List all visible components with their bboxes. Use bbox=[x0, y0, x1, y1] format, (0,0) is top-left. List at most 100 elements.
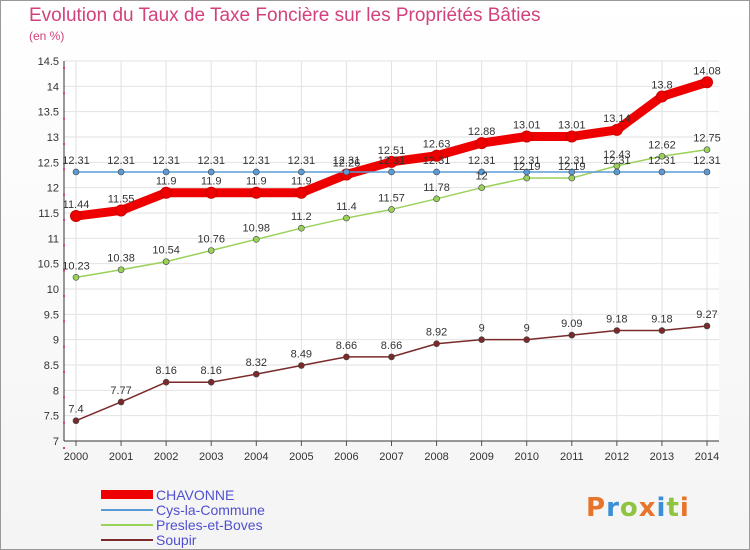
data-label: 12.62 bbox=[648, 139, 676, 151]
data-point bbox=[433, 168, 440, 176]
data-label: 9.18 bbox=[651, 314, 672, 326]
data-label: 13.14 bbox=[603, 113, 631, 125]
legend-swatch bbox=[101, 538, 153, 541]
data-point bbox=[568, 174, 576, 182]
data-point bbox=[117, 168, 125, 176]
data-point bbox=[568, 331, 576, 339]
data-label: 9.09 bbox=[561, 318, 582, 330]
data-label: 11.78 bbox=[423, 182, 450, 194]
data-label: 12.31 bbox=[603, 155, 631, 167]
data-label: 12.31 bbox=[648, 155, 676, 167]
data-point bbox=[613, 168, 621, 176]
data-label: 12.88 bbox=[468, 126, 496, 138]
logo-letter: t bbox=[666, 493, 680, 523]
data-point bbox=[252, 370, 260, 378]
x-tick-label: 2011 bbox=[560, 451, 584, 463]
data-label: 12.31 bbox=[693, 155, 721, 167]
data-label: 9.27 bbox=[696, 309, 717, 321]
legend-swatch bbox=[101, 523, 153, 526]
data-label: 12.31 bbox=[378, 155, 406, 167]
data-point bbox=[72, 274, 80, 281]
data-point bbox=[433, 340, 440, 348]
legend-item: Presles-et-Boves bbox=[101, 516, 265, 533]
legend-label: Cys-la-Commune bbox=[156, 501, 265, 518]
data-label: 12.31 bbox=[197, 155, 225, 167]
data-point bbox=[475, 137, 488, 150]
data-label: 9 bbox=[479, 323, 485, 335]
data-point bbox=[343, 353, 350, 361]
data-point bbox=[658, 327, 666, 334]
y-tick-label: 13 bbox=[47, 132, 59, 144]
data-point bbox=[385, 155, 398, 168]
x-tick-label: 2006 bbox=[334, 451, 358, 463]
data-label: 11.9 bbox=[156, 176, 177, 188]
y-tick-label: 8.5 bbox=[44, 360, 59, 372]
x-tick-label: 2014 bbox=[695, 451, 719, 463]
x-tick-label: 2001 bbox=[109, 451, 133, 463]
legend-swatch bbox=[101, 490, 153, 499]
x-tick-label: 2012 bbox=[605, 451, 629, 463]
x-tick-label: 2000 bbox=[64, 451, 88, 463]
data-point bbox=[72, 417, 80, 425]
data-label: 12.75 bbox=[693, 133, 721, 145]
data-label: 11.57 bbox=[378, 192, 405, 204]
data-label: 12.31 bbox=[152, 155, 180, 167]
data-point bbox=[295, 186, 308, 199]
data-label: 12.43 bbox=[603, 149, 631, 161]
data-label: 13.8 bbox=[651, 79, 672, 91]
data-point bbox=[205, 186, 218, 199]
data-point bbox=[433, 195, 440, 203]
data-point bbox=[478, 336, 485, 343]
data-label: 12.19 bbox=[513, 161, 541, 173]
data-label: 9 bbox=[524, 323, 530, 335]
data-label: 7.4 bbox=[68, 404, 83, 416]
data-point bbox=[520, 130, 533, 143]
y-tick-label: 7.5 bbox=[44, 411, 59, 423]
data-label: 12.31 bbox=[423, 155, 451, 167]
data-label: 8.16 bbox=[155, 365, 176, 377]
logo-letter: i bbox=[656, 493, 667, 523]
data-label: 8.66 bbox=[381, 340, 402, 352]
data-label: 7.77 bbox=[110, 385, 131, 397]
data-point bbox=[658, 168, 666, 176]
data-point bbox=[298, 168, 305, 176]
data-label: 11.44 bbox=[63, 199, 90, 211]
x-tick-label: 2004 bbox=[244, 451, 268, 463]
y-tick-label: 9 bbox=[53, 335, 59, 347]
data-point bbox=[70, 210, 82, 223]
data-point bbox=[703, 146, 711, 153]
proxiti-logo: Proxiti bbox=[586, 493, 690, 523]
data-point bbox=[207, 378, 215, 386]
data-point bbox=[658, 152, 666, 160]
data-label: 11.2 bbox=[291, 211, 312, 223]
data-point bbox=[207, 168, 215, 176]
legend-label: Soupir bbox=[156, 531, 197, 548]
legend-label: Presles-et-Boves bbox=[156, 516, 263, 533]
logo-letter: r bbox=[606, 493, 620, 523]
data-point bbox=[655, 90, 668, 103]
legend-item: CHAVONNE bbox=[101, 487, 265, 503]
data-label: 10.38 bbox=[107, 253, 135, 265]
data-point bbox=[162, 168, 170, 176]
data-label: 10.98 bbox=[243, 222, 271, 234]
data-label: 8.32 bbox=[246, 357, 267, 369]
data-point bbox=[117, 266, 125, 274]
data-point bbox=[162, 258, 170, 265]
data-label: 12.26 bbox=[333, 157, 361, 169]
legend-swatch bbox=[101, 508, 153, 511]
data-point bbox=[703, 168, 711, 176]
y-tick-label: 14.5 bbox=[38, 56, 59, 68]
data-point bbox=[162, 378, 170, 386]
data-label: 13.01 bbox=[558, 119, 586, 131]
legend-item: Soupir bbox=[101, 531, 265, 548]
y-tick-label: 14 bbox=[47, 81, 59, 93]
y-tick-label: 11.5 bbox=[38, 208, 59, 220]
data-label: 8.49 bbox=[291, 349, 312, 361]
y-tick-label: 13.5 bbox=[38, 107, 59, 119]
y-tick-label: 9.5 bbox=[44, 309, 59, 321]
x-tick-label: 2013 bbox=[650, 451, 674, 463]
data-point bbox=[343, 168, 350, 176]
data-label: 10.23 bbox=[62, 260, 90, 272]
data-label: 12.31 bbox=[468, 155, 496, 167]
